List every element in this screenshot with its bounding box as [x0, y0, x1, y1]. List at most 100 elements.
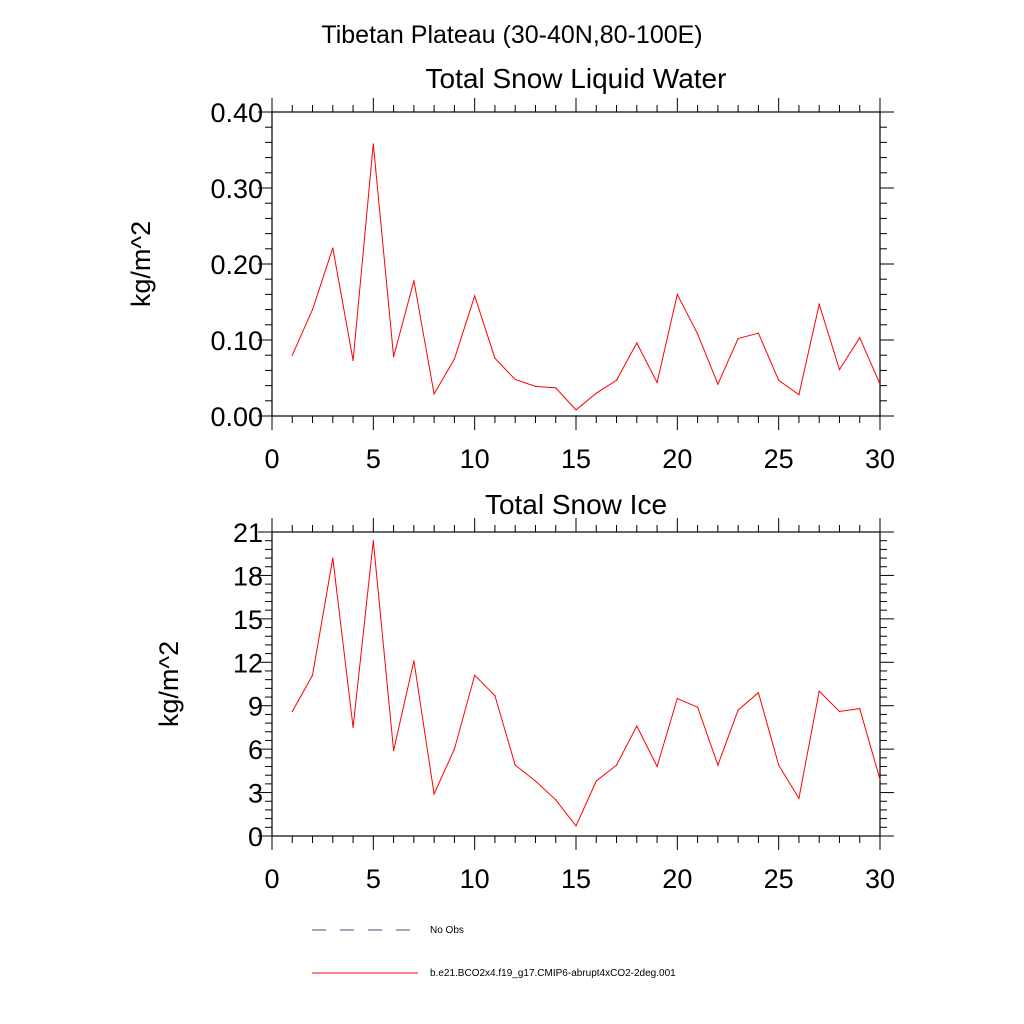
data-point: [474, 295, 476, 297]
y-axis-label: kg/m^2: [126, 221, 156, 307]
data-point: [656, 381, 658, 384]
x-tick-label: 15: [561, 864, 591, 894]
data-point: [393, 749, 395, 752]
data-point: [514, 378, 516, 381]
y-tick-label: 0.10: [210, 326, 263, 356]
series-line: [291, 143, 881, 411]
y-tick-label: 0.20: [210, 250, 263, 280]
data-point: [615, 379, 618, 381]
y-tick-label: 21: [233, 518, 263, 548]
data-point: [595, 392, 597, 394]
y-tick-label: 9: [248, 692, 263, 722]
y-tick-label: 0.30: [210, 174, 263, 204]
data-point: [494, 694, 496, 697]
data-point: [514, 764, 516, 766]
x-tick-label: 5: [366, 864, 381, 894]
data-point: [636, 725, 638, 727]
figure-title: Tibetan Plateau (30-40N,80-100E): [321, 21, 702, 49]
x-tick-label: 30: [865, 864, 895, 894]
chart-title: Total Snow Liquid Water: [426, 63, 727, 94]
x-tick-label: 20: [662, 864, 692, 894]
data-point: [291, 354, 293, 356]
data-point: [636, 342, 638, 344]
x-tick-label: 25: [764, 864, 794, 894]
data-point: [291, 710, 293, 713]
legend: No Obs b.e21.BCO2x4.f19_g17.CMIP6-abrupt…: [312, 925, 676, 979]
x-tick-label: 0: [264, 444, 279, 474]
data-point: [757, 332, 760, 334]
data-point: [656, 765, 658, 768]
data-point: [352, 359, 354, 362]
data-point: [332, 247, 334, 249]
data-point: [311, 674, 314, 676]
y-tick-label: 3: [248, 779, 263, 809]
data-point: [737, 337, 739, 340]
y-tick-label: 18: [233, 561, 263, 591]
y-axis-label: kg/m^2: [154, 641, 184, 727]
plot-frame: [271, 531, 881, 837]
y-tick-label: 0.40: [210, 98, 263, 128]
data-point: [838, 369, 841, 371]
data-point: [676, 697, 678, 700]
y-tick-label: 15: [233, 605, 263, 635]
data-point: [737, 709, 739, 711]
data-point: [433, 793, 435, 795]
y-tick-label: 0.00: [210, 402, 263, 432]
data-point: [352, 726, 354, 729]
data-point: [494, 357, 496, 359]
x-tick-label: 5: [366, 444, 381, 474]
data-point: [798, 394, 800, 396]
x-tick-label: 20: [662, 444, 692, 474]
data-point: [717, 764, 719, 766]
data-point: [534, 385, 537, 387]
chart-panel-snow-ice: Total Snow Ice kg/m^2 0 3 6 9 12 15 18 21 0 5 10 15…: [154, 489, 895, 894]
data-point: [879, 383, 881, 385]
x-tick-label: 30: [865, 444, 895, 474]
data-point: [697, 706, 699, 708]
x-tick-label: 25: [764, 444, 794, 474]
data-point: [311, 309, 314, 311]
plot-frame: [271, 111, 881, 417]
data-point: [798, 797, 800, 799]
data-point: [332, 557, 334, 559]
y-tick-label: 0: [248, 822, 263, 852]
data-point: [697, 333, 699, 335]
legend-label-model: b.e21.BCO2x4.f19_g17.CMIP6-abrupt4xCO2-2…: [430, 968, 676, 979]
data-point: [575, 825, 577, 827]
data-point: [757, 692, 760, 694]
data-point: [372, 143, 374, 145]
series-line: [291, 540, 881, 827]
x-tick-label: 10: [460, 444, 490, 474]
data-point: [413, 280, 415, 282]
data-point: [818, 690, 820, 692]
data-point: [555, 387, 557, 389]
data-point: [433, 393, 435, 395]
chart-panel-snow-liquid-water: Total Snow Liquid Water kg/m^2 0.00 0.10 0…: [126, 63, 895, 474]
data-point: [474, 674, 476, 676]
data-point: [879, 778, 881, 781]
data-point: [555, 799, 557, 801]
data-point: [859, 708, 861, 710]
legend-label-no-obs: No Obs: [430, 925, 464, 936]
data-point: [615, 764, 618, 766]
data-point: [534, 780, 537, 782]
x-tick-label: 15: [561, 444, 591, 474]
x-tick-label: 10: [460, 864, 490, 894]
data-point: [778, 379, 780, 381]
data-point: [717, 383, 719, 385]
y-tick-label: 6: [248, 735, 263, 765]
data-point: [453, 358, 455, 360]
chart-title: Total Snow Ice: [485, 489, 667, 520]
data-point: [453, 748, 455, 750]
data-point: [859, 337, 861, 339]
y-tick-label: 12: [233, 648, 263, 678]
data-point: [778, 764, 780, 766]
x-tick-label: 0: [264, 864, 279, 894]
data-point: [838, 710, 841, 713]
data-point: [372, 540, 374, 542]
data-point: [393, 356, 395, 358]
data-point: [676, 293, 678, 295]
data-point: [595, 780, 597, 782]
data-point: [575, 409, 577, 411]
